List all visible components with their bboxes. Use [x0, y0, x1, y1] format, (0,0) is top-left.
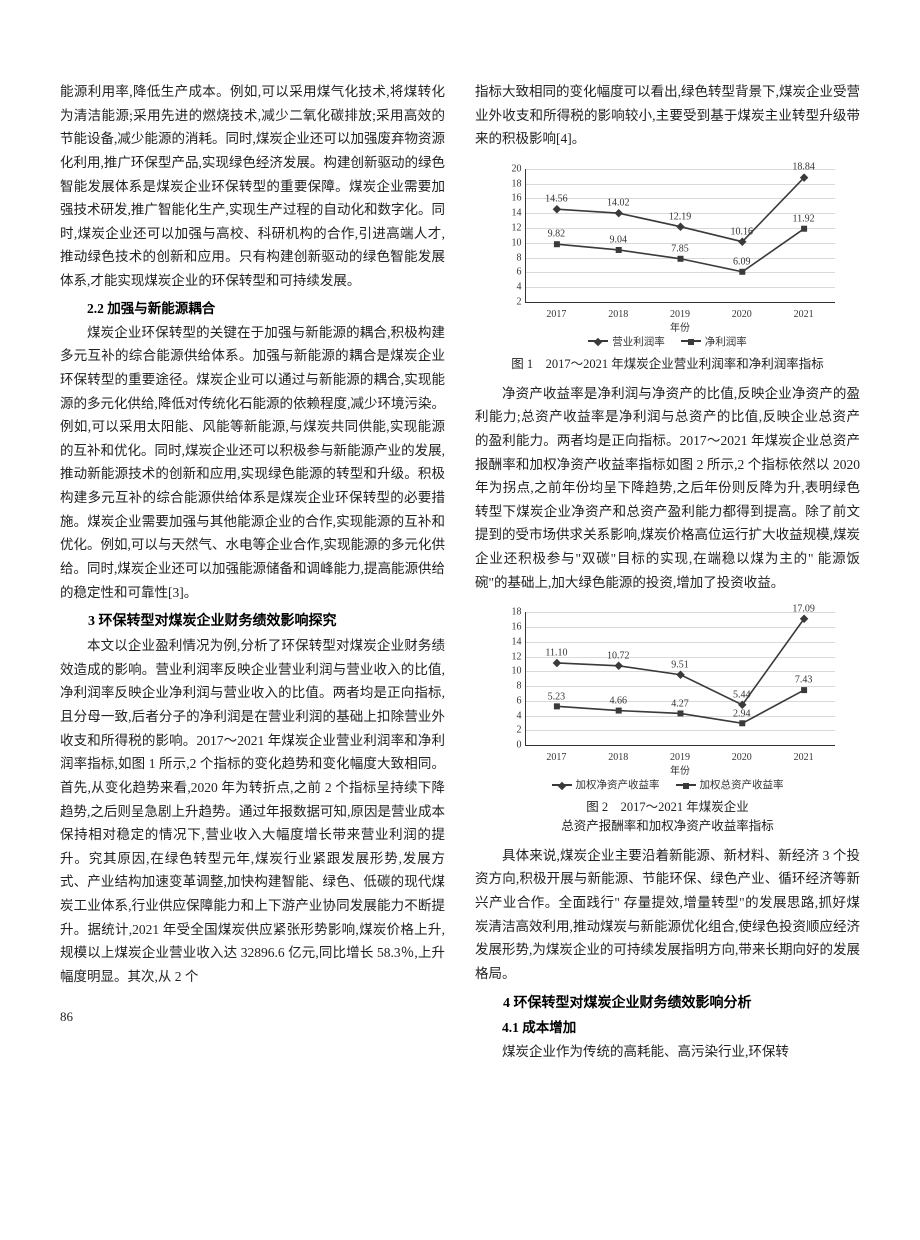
- figure-1: 246810121416182020172018201920202021年份14…: [475, 161, 860, 374]
- body-paragraph: 能源利用率,降低生产成本。例如,可以采用煤气化技术,将煤转化为清洁能源;采用先进…: [60, 80, 445, 293]
- figure-2-caption: 图 2 2017～2021 年煤炭企业 总资产报酬率和加权净资产收益率指标: [475, 798, 860, 836]
- body-paragraph: 具体来说,煤炭企业主要沿着新能源、新材料、新经济 3 个投资方向,积极开展与新能…: [475, 844, 860, 986]
- body-paragraph: 指标大致相同的变化幅度可以看出,绿色转型背景下,煤炭企业受营业外收支和所得税的影…: [475, 80, 860, 151]
- chart-2-legend: 加权净资产收益率加权总资产收益率: [493, 777, 843, 792]
- chart-1-legend: 营业利润率净利润率: [493, 334, 843, 349]
- body-paragraph: 煤炭企业环保转型的关键在于加强与新能源的耦合,积极构建多元互补的综合能源供给体系…: [60, 321, 445, 605]
- chart-1: 246810121416182020172018201920202021年份14…: [493, 161, 843, 351]
- figure-2: 02468101214161820172018201920202021年份11.…: [475, 604, 860, 836]
- figure-1-caption: 图 1 2017～2021 年煤炭企业营业利润率和净利润率指标: [475, 355, 860, 374]
- subsection-heading-4-1: 4.1 成本增加: [475, 1016, 860, 1036]
- section-heading-3: 3 环保转型对煤炭企业财务绩效影响探究: [60, 610, 445, 630]
- section-heading-4: 4 环保转型对煤炭企业财务绩效影响分析: [475, 992, 860, 1012]
- body-paragraph: 本文以企业盈利情况为例,分析了环保转型对煤炭企业财务绩效造成的影响。营业利润率反…: [60, 634, 445, 988]
- chart-2: 02468101214161820172018201920202021年份11.…: [493, 604, 843, 794]
- body-paragraph: 净资产收益率是净利润与净资产的比值,反映企业净资产的盈利能力;总资产收益率是净利…: [475, 382, 860, 595]
- right-column: 指标大致相同的变化幅度可以看出,绿色转型背景下,煤炭企业受营业外收支和所得税的影…: [475, 80, 860, 1065]
- page: 能源利用率,降低生产成本。例如,可以采用煤气化技术,将煤转化为清洁能源;采用先进…: [0, 0, 920, 1105]
- figure-2-caption-line2: 总资产报酬率和加权净资产收益率指标: [561, 819, 774, 833]
- subsection-heading-2-2: 2.2 加强与新能源耦合: [60, 297, 445, 317]
- page-number: 86: [60, 1009, 445, 1025]
- figure-2-caption-line1: 图 2 2017～2021 年煤炭企业: [586, 800, 749, 814]
- body-paragraph: 煤炭企业作为传统的高耗能、高污染行业,环保转: [475, 1040, 860, 1064]
- left-column: 能源利用率,降低生产成本。例如,可以采用煤气化技术,将煤转化为清洁能源;采用先进…: [60, 80, 445, 1065]
